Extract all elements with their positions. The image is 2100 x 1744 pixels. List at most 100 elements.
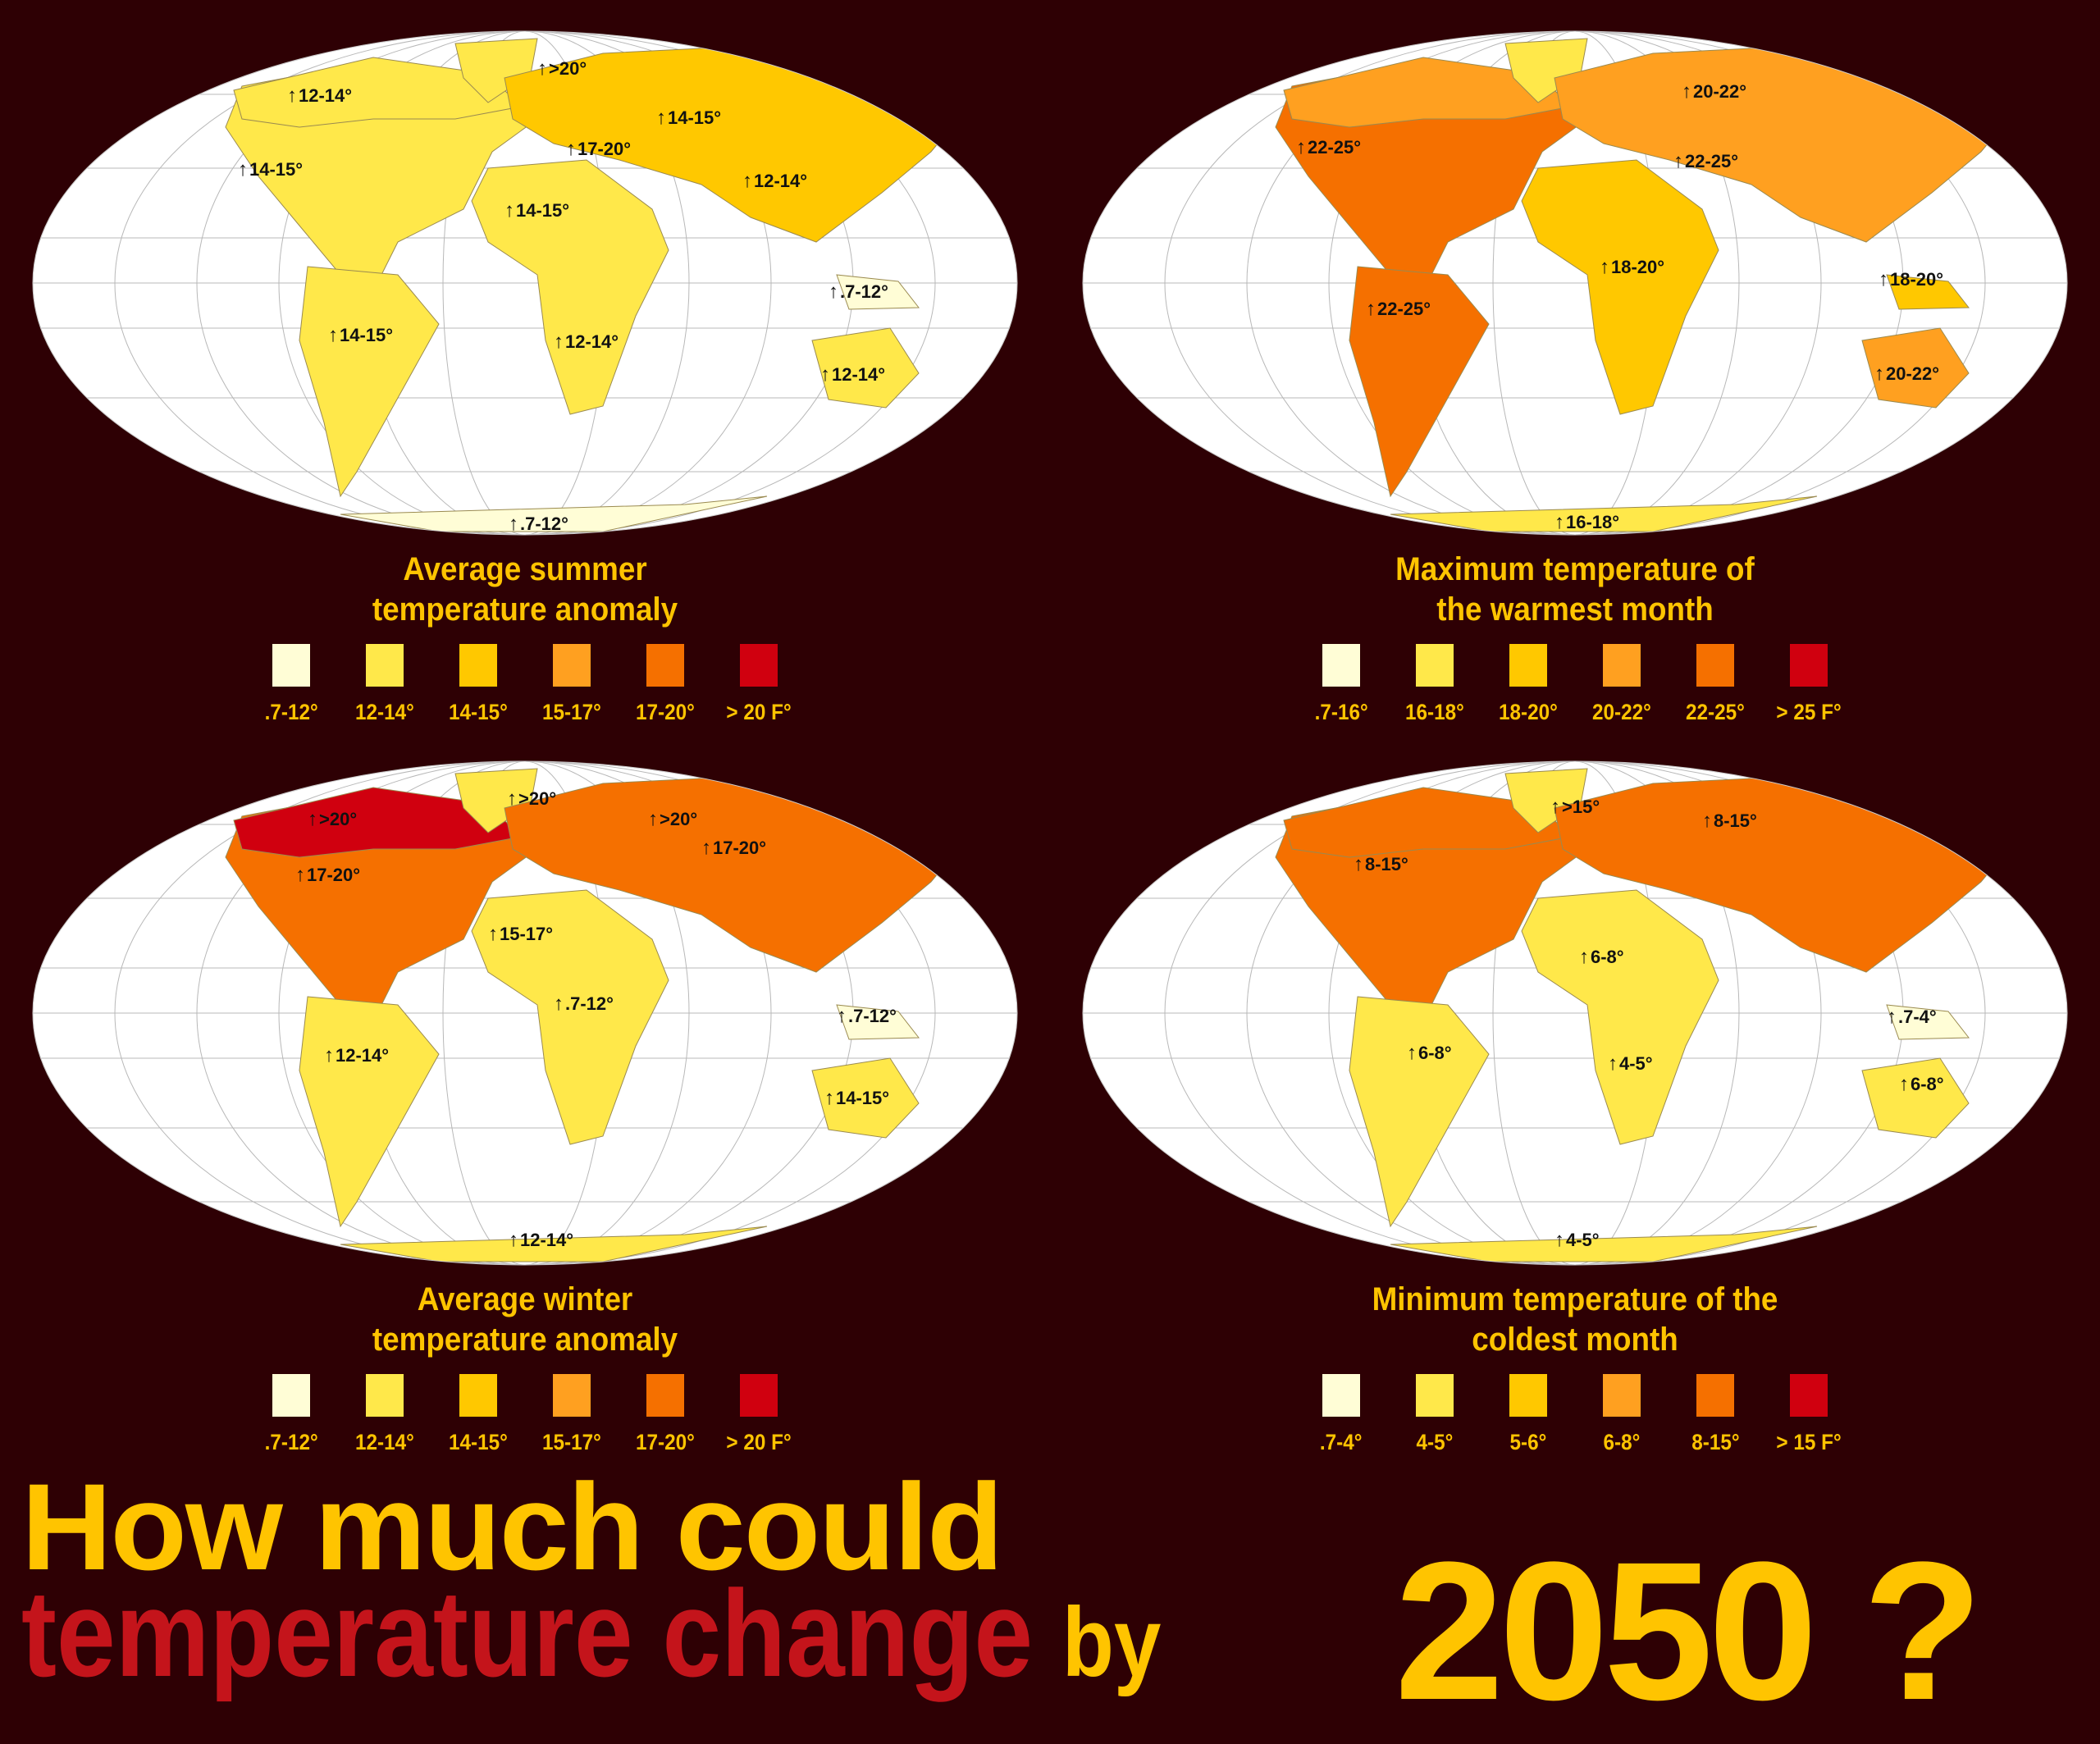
anomaly-label: ↑6-8°: [1899, 1073, 1944, 1096]
up-arrow-icon: ↑: [554, 331, 564, 353]
anomaly-value: 17-20°: [713, 838, 767, 858]
legend-label: > 25 F°: [1776, 700, 1842, 724]
anomaly-value: 14-15°: [516, 200, 570, 221]
legend-swatch: [1509, 1374, 1547, 1417]
up-arrow-icon: ↑: [1702, 810, 1712, 832]
anomaly-label: ↑8-15°: [1702, 810, 1757, 833]
legend-label: .7-12°: [264, 700, 318, 724]
up-arrow-icon: ↑: [1673, 150, 1683, 172]
up-arrow-icon: ↑: [328, 324, 338, 346]
anomaly-label: ↑17-20°: [566, 138, 631, 161]
anomaly-label: ↑>20°: [648, 808, 697, 831]
legend-item: .7-4°: [1294, 1374, 1388, 1455]
up-arrow-icon: ↑: [1874, 363, 1884, 385]
legend-label: 15-17°: [542, 700, 601, 724]
anomaly-value: 4-5°: [1566, 1230, 1600, 1250]
legend-item: 18-20°: [1481, 644, 1575, 725]
legend-item: 14-15°: [431, 1374, 525, 1455]
region-south-america: [299, 996, 440, 1228]
legend-item: 20-22°: [1575, 644, 1669, 725]
legend-item: 15-17°: [525, 1374, 619, 1455]
up-arrow-icon: ↑: [1887, 1006, 1897, 1028]
legend: .7-12° 12-14° 14-15° 15-17° 17-20° > 20 F°: [29, 644, 1021, 725]
anomaly-label: ↑6-8°: [1579, 946, 1624, 969]
up-arrow-icon: ↑: [566, 138, 576, 160]
anomaly-value: 22-25°: [1308, 137, 1362, 158]
anomaly-label: ↑>20°: [507, 788, 556, 810]
legend-label: > 15 F°: [1776, 1430, 1842, 1454]
panel-title-line: coldest month: [1472, 1322, 1678, 1358]
region-islands: [1886, 274, 1970, 310]
up-arrow-icon: ↑: [1554, 1229, 1564, 1251]
anomaly-value: 6-8°: [1418, 1043, 1452, 1063]
anomaly-label: ↑16-18°: [1554, 511, 1619, 534]
world-map-3: ↑>20° ↑>20° ↑>20° ↑17-20° ↑17-20° ↑15-17° ↑.7-…: [29, 759, 1021, 1267]
region-islands: [836, 274, 920, 310]
anomaly-value: 12-14°: [832, 364, 886, 385]
anomaly-value: 12-14°: [565, 331, 619, 352]
legend-item: > 15 F°: [1762, 1374, 1856, 1455]
anomaly-label: ↑4-5°: [1608, 1052, 1653, 1075]
legend-swatch: [1696, 1374, 1734, 1417]
anomaly-value: 20-22°: [1886, 363, 1940, 384]
legend-item: 12-14°: [338, 1374, 431, 1455]
legend-item: 12-14°: [338, 644, 431, 725]
anomaly-label: ↑12-14°: [820, 363, 885, 386]
panel-title-line: temperature anomaly: [372, 1322, 678, 1358]
legend-label: > 20 F°: [726, 700, 792, 724]
anomaly-label: ↑>20°: [308, 808, 357, 831]
region-south-america: [1349, 266, 1490, 498]
region-australia: [1861, 1057, 1970, 1139]
anomaly-label: ↑.7-12°: [554, 993, 614, 1016]
panel-title-line: Average summer: [403, 551, 647, 587]
anomaly-value: .7-12°: [840, 281, 888, 302]
legend-swatch: [1416, 644, 1454, 687]
up-arrow-icon: ↑: [295, 864, 305, 886]
legend-swatch: [366, 644, 404, 687]
anomaly-label: ↑>15°: [1550, 796, 1600, 819]
anomaly-label: ↑22-25°: [1673, 150, 1738, 173]
headline-by: by: [1061, 1587, 1162, 1697]
legend-item: .7-12°: [244, 1374, 338, 1455]
up-arrow-icon: ↑: [648, 808, 658, 830]
anomaly-label: ↑20-22°: [1682, 80, 1746, 103]
region-south-america: [299, 266, 440, 498]
up-arrow-icon: ↑: [1579, 946, 1589, 968]
region-australia: [1861, 327, 1970, 409]
legend-label: 12-14°: [355, 1430, 414, 1454]
headline-year: 2050 ?: [1395, 1518, 1984, 1744]
legend-item: 22-25°: [1669, 644, 1762, 725]
region-canada-north: [1283, 787, 1573, 858]
map-border: [32, 30, 1018, 536]
up-arrow-icon: ↑: [488, 923, 498, 945]
legend-item: 17-20°: [619, 1374, 712, 1455]
headline-line2: temperature change by: [21, 1563, 1161, 1705]
up-arrow-icon: ↑: [824, 1087, 834, 1109]
map-border: [1082, 30, 2068, 536]
anomaly-label: ↑.7-12°: [829, 281, 888, 304]
anomaly-label: ↑12-14°: [324, 1044, 389, 1067]
legend-label: 4-5°: [1416, 1430, 1454, 1454]
anomaly-value: >20°: [319, 809, 358, 829]
legend-label: 18-20°: [1499, 700, 1558, 724]
anomaly-value: 14-15°: [668, 107, 722, 128]
anomaly-value: 18-20°: [1611, 257, 1665, 277]
region-canada-north: [233, 57, 523, 128]
legend-swatch: [553, 1374, 591, 1417]
anomaly-value: 20-22°: [1693, 81, 1747, 102]
legend-swatch: [1509, 644, 1547, 687]
anomaly-label: ↑17-20°: [701, 837, 766, 860]
legend-item: > 20 F°: [712, 1374, 806, 1455]
anomaly-value: 6-8°: [1911, 1074, 1944, 1094]
region-antarctica: [340, 1226, 768, 1262]
anomaly-value: 17-20°: [307, 865, 361, 885]
anomaly-label: ↑12-14°: [509, 1229, 573, 1252]
question-mark: ?: [1862, 1521, 1984, 1741]
up-arrow-icon: ↑: [1354, 853, 1363, 875]
anomaly-value: 12-14°: [336, 1045, 390, 1066]
up-arrow-icon: ↑: [656, 107, 666, 129]
anomaly-value: 4-5°: [1619, 1053, 1653, 1074]
legend-swatch: [1790, 1374, 1828, 1417]
anomaly-value: 12-14°: [299, 85, 353, 106]
legend-label: 6-8°: [1603, 1430, 1641, 1454]
